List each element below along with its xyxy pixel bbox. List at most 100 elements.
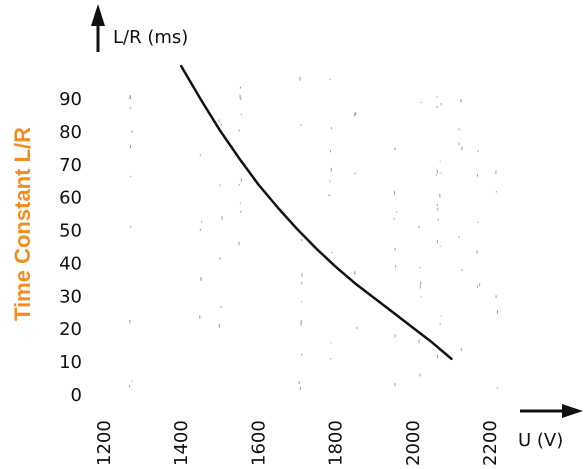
speckle-mark bbox=[394, 147, 396, 151]
speckle-mark bbox=[300, 320, 302, 323]
speckle-mark bbox=[329, 150, 331, 153]
speckle-mark bbox=[240, 97, 242, 100]
speckle-mark bbox=[201, 220, 203, 223]
speckle-mark bbox=[131, 380, 133, 382]
speckle-mark bbox=[330, 167, 332, 172]
plot-background-speckle bbox=[129, 76, 498, 390]
speckle-mark bbox=[238, 183, 240, 186]
x-tick-labels: 1200 1400 1600 1800 2000 2200 bbox=[94, 420, 501, 466]
speckle-mark bbox=[329, 180, 331, 183]
speckle-mark bbox=[436, 204, 438, 206]
speckle-mark bbox=[299, 386, 301, 390]
speckle-mark bbox=[496, 310, 498, 314]
speckle-mark bbox=[238, 241, 240, 246]
speckle-mark bbox=[220, 305, 222, 308]
speckle-mark bbox=[477, 285, 479, 288]
speckle-mark bbox=[440, 315, 442, 317]
speckle-mark bbox=[437, 218, 439, 221]
speckle-mark bbox=[129, 385, 131, 388]
y-tick-label: 70 bbox=[59, 155, 82, 176]
speckle-mark bbox=[436, 240, 438, 244]
speckle-mark bbox=[458, 142, 460, 146]
speckle-mark bbox=[300, 321, 302, 326]
speckle-mark bbox=[437, 208, 439, 211]
speckle-mark bbox=[436, 96, 438, 98]
y-tick-label: 60 bbox=[59, 188, 82, 209]
speckle-mark bbox=[393, 218, 395, 220]
speckle-mark bbox=[240, 113, 242, 116]
speckle-mark bbox=[477, 149, 479, 152]
speckle-mark bbox=[419, 284, 421, 289]
speckle-mark bbox=[130, 175, 132, 178]
speckle-mark bbox=[393, 190, 395, 195]
x-tick-label: 1400 bbox=[171, 420, 192, 466]
speckle-mark bbox=[439, 193, 441, 198]
speckle-mark bbox=[300, 123, 302, 126]
speckle-mark bbox=[436, 106, 438, 109]
speckle-mark bbox=[329, 78, 331, 80]
speckle-mark bbox=[219, 184, 221, 187]
speckle-mark bbox=[301, 281, 303, 285]
speckle-mark bbox=[435, 174, 437, 176]
speckle-mark bbox=[477, 221, 479, 223]
x-tick-label: 1200 bbox=[94, 420, 115, 466]
speckle-mark bbox=[419, 266, 421, 269]
speckle-mark bbox=[420, 101, 422, 104]
y-tick-label: 90 bbox=[59, 89, 82, 110]
y-tick-label: 10 bbox=[59, 352, 82, 373]
speckle-mark bbox=[330, 127, 332, 130]
speckle-mark bbox=[394, 334, 396, 338]
speckle-mark bbox=[199, 315, 201, 319]
speckle-mark bbox=[221, 216, 223, 220]
speckle-mark bbox=[495, 295, 497, 298]
y-tick-labels: 0 10 20 30 40 50 60 70 80 90 bbox=[59, 89, 82, 406]
speckle-mark bbox=[131, 130, 133, 133]
speckle-mark bbox=[239, 94, 241, 99]
speckle-mark bbox=[298, 381, 300, 384]
speckle-mark bbox=[436, 169, 438, 174]
speckle-mark bbox=[129, 95, 131, 100]
x-axis-arrow-head bbox=[562, 404, 583, 418]
x-tick-label: 1600 bbox=[248, 420, 269, 466]
speckle-mark bbox=[420, 281, 422, 284]
speckle-mark bbox=[240, 178, 242, 182]
speckle-mark bbox=[200, 277, 202, 281]
speckle-mark bbox=[458, 128, 460, 131]
y-tick-label: 20 bbox=[59, 319, 82, 340]
y-tick-label: 40 bbox=[59, 253, 82, 274]
y-tick-label: 80 bbox=[59, 122, 82, 143]
speckle-mark bbox=[495, 191, 497, 193]
series-group bbox=[179, 64, 453, 361]
speckle-mark bbox=[129, 145, 131, 149]
speckle-mark bbox=[439, 160, 441, 162]
speckle-mark bbox=[496, 387, 498, 389]
speckle-mark bbox=[331, 251, 333, 254]
speckle-mark bbox=[199, 228, 201, 231]
speckle-mark bbox=[301, 273, 303, 277]
speckle-mark bbox=[458, 236, 460, 238]
speckle-mark bbox=[439, 245, 441, 247]
speckle-mark bbox=[394, 248, 396, 251]
speckle-mark bbox=[130, 225, 132, 228]
speckle-mark bbox=[129, 320, 131, 323]
y-tick-label: 0 bbox=[71, 385, 82, 406]
speckle-mark bbox=[220, 123, 222, 126]
speckle-mark bbox=[461, 269, 463, 271]
speckle-mark bbox=[461, 146, 463, 150]
speckle-mark bbox=[354, 172, 356, 175]
speckle-mark bbox=[329, 194, 331, 196]
speckle-mark bbox=[199, 154, 201, 157]
speckle-mark bbox=[218, 119, 220, 123]
speckle-mark bbox=[301, 353, 303, 356]
speckle-mark bbox=[440, 103, 442, 106]
speckle-mark bbox=[330, 358, 332, 360]
series-line bbox=[179, 64, 453, 361]
speckle-mark bbox=[396, 211, 398, 213]
speckle-mark bbox=[240, 210, 242, 213]
x-tick-label: 2000 bbox=[403, 420, 424, 466]
speckle-mark bbox=[239, 86, 241, 89]
speckle-mark bbox=[418, 225, 420, 229]
speckle-mark bbox=[419, 373, 421, 377]
speckle-mark bbox=[355, 112, 357, 116]
